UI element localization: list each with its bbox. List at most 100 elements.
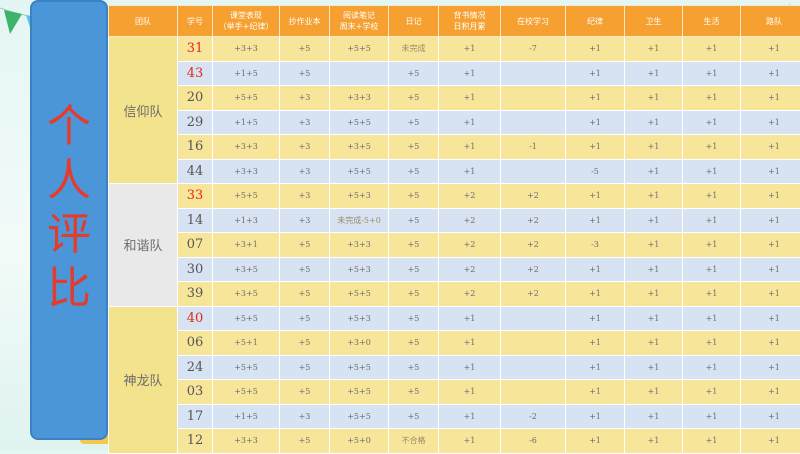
score-cell: +1 xyxy=(625,61,683,86)
score-cell: +1 xyxy=(741,110,800,135)
score-cell: +1 xyxy=(741,184,800,209)
score-cell: -3 xyxy=(566,233,625,258)
score-cell: +5 xyxy=(389,184,439,209)
score-cell: +1 xyxy=(683,61,741,86)
score-cell: +1 xyxy=(683,110,741,135)
score-cell: +1 xyxy=(625,208,683,233)
column-header: 背书情况 日积月累 xyxy=(439,6,501,37)
student-id: 40 xyxy=(178,306,213,331)
score-cell: +5 xyxy=(389,233,439,258)
score-cell: +5 xyxy=(389,331,439,356)
score-cell: +1 xyxy=(625,233,683,258)
score-cell: +5 xyxy=(389,208,439,233)
column-header: 卫生 xyxy=(625,6,683,37)
score-cell: +1 xyxy=(625,86,683,111)
column-header: 生活 xyxy=(683,6,741,37)
score-cell: +5+5 xyxy=(330,355,389,380)
score-cell: +1 xyxy=(566,208,625,233)
score-cell: +1 xyxy=(741,331,800,356)
column-header: 在校学习 xyxy=(501,6,566,37)
score-cell xyxy=(501,159,566,184)
score-cell: +1 xyxy=(741,282,800,307)
score-cell: +1 xyxy=(741,208,800,233)
score-cell: +1 xyxy=(566,61,625,86)
student-id: 20 xyxy=(178,86,213,111)
student-id: 07 xyxy=(178,233,213,258)
score-cell: +2 xyxy=(439,184,501,209)
score-cell: +5 xyxy=(389,380,439,405)
table-row: 17+1+5+3+5+5+5+1-2+1+1+1+1 xyxy=(109,404,800,429)
column-header: 纪律 xyxy=(566,6,625,37)
score-cell: +5 xyxy=(389,306,439,331)
score-cell: +5 xyxy=(389,355,439,380)
score-cell: -1 xyxy=(501,135,566,160)
score-cell: +5 xyxy=(280,429,330,454)
score-cell: +5 xyxy=(280,257,330,282)
score-cell: +1 xyxy=(439,331,501,356)
score-cell: +1 xyxy=(741,306,800,331)
score-cell: +3 xyxy=(280,208,330,233)
score-cell: +1 xyxy=(566,257,625,282)
score-cell: +5+3 xyxy=(330,257,389,282)
score-cell xyxy=(501,86,566,111)
score-cell: +1 xyxy=(683,355,741,380)
score-cell: +1 xyxy=(625,282,683,307)
score-cell: +2 xyxy=(501,282,566,307)
score-cell: +1 xyxy=(566,380,625,405)
score-cell: +1+5 xyxy=(213,61,280,86)
score-cell: +1 xyxy=(566,282,625,307)
score-cell: +1 xyxy=(625,306,683,331)
score-cell: +3 xyxy=(280,135,330,160)
team-name: 信仰队 xyxy=(109,37,178,184)
score-cell: +1 xyxy=(683,331,741,356)
score-cell: +5 xyxy=(389,61,439,86)
title-panel: 个人评比 xyxy=(30,0,108,440)
score-cell: +1 xyxy=(741,61,800,86)
score-cell: +2 xyxy=(439,208,501,233)
score-cell: 未完成 xyxy=(389,37,439,62)
score-cell: +3 xyxy=(280,159,330,184)
column-header: 阅读笔记 周末+学校 xyxy=(330,6,389,37)
score-cell: +5 xyxy=(280,355,330,380)
score-cell: +3+3 xyxy=(213,37,280,62)
title-char: 个 xyxy=(47,100,91,154)
column-header: 日记 xyxy=(389,6,439,37)
score-cell: +5+5 xyxy=(213,380,280,405)
score-cell: +1 xyxy=(683,233,741,258)
student-id: 29 xyxy=(178,110,213,135)
score-cell xyxy=(501,110,566,135)
score-cell: +1 xyxy=(439,37,501,62)
table-row: 39+3+5+5+5+5+5+2+2+1+1+1+1 xyxy=(109,282,800,307)
student-id: 44 xyxy=(178,159,213,184)
score-cell: +1 xyxy=(741,233,800,258)
score-cell: +5+5 xyxy=(213,355,280,380)
score-cell: +5 xyxy=(389,257,439,282)
score-cell: +1 xyxy=(625,37,683,62)
score-cell: +1 xyxy=(683,37,741,62)
score-cell: +1 xyxy=(566,355,625,380)
score-cell: +2 xyxy=(501,184,566,209)
score-cell: +1 xyxy=(625,404,683,429)
score-cell: +3+3 xyxy=(213,159,280,184)
score-cell: +1 xyxy=(683,159,741,184)
score-cell xyxy=(330,61,389,86)
score-cell: +1 xyxy=(683,404,741,429)
table-row: 06+5+1+5+3+0+5+1+1+1+1+1 xyxy=(109,331,800,356)
score-cell: +5 xyxy=(280,37,330,62)
score-cell: +3+1 xyxy=(213,233,280,258)
score-cell xyxy=(501,306,566,331)
score-cell: +1 xyxy=(439,86,501,111)
title-char: 人 xyxy=(47,154,91,208)
score-cell: +1 xyxy=(683,135,741,160)
team-name: 和谐队 xyxy=(109,184,178,307)
score-cell: +1 xyxy=(566,331,625,356)
student-id: 17 xyxy=(178,404,213,429)
score-cell xyxy=(501,355,566,380)
score-cell: +1 xyxy=(741,159,800,184)
score-cell: +5 xyxy=(280,61,330,86)
score-table-container: 团队学号课堂表现 （举手+纪律）抄作业本阅读笔记 周末+学校日记背书情况 日积月… xyxy=(108,5,787,445)
score-cell: +3 xyxy=(280,404,330,429)
